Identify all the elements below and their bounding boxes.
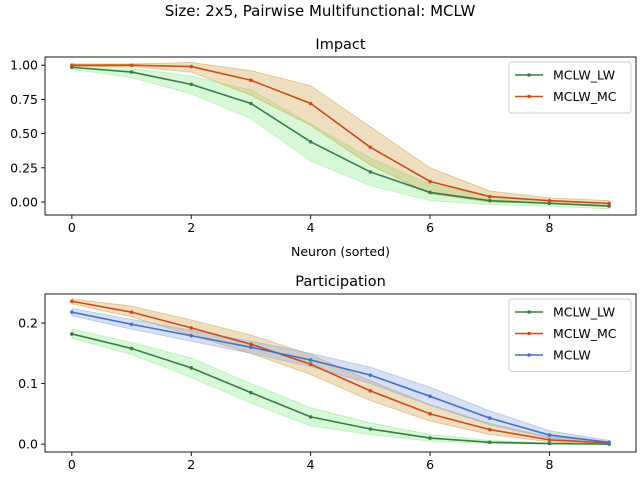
participation-point-mclw-lw	[368, 427, 373, 431]
impact-legend-label-mclw-lw: MCLW_LW	[553, 68, 615, 83]
participation-point-mclw-mc	[189, 326, 194, 330]
impact-y-tick-label: 0.25	[10, 160, 38, 175]
impact-y-tick-label: 1.00	[10, 58, 38, 73]
participation-point-mclw	[487, 416, 492, 420]
participation-point-mclw-lw	[547, 441, 552, 446]
participation-point-mclw-mc	[487, 427, 492, 432]
participation-legend-label-mclw-lw: MCLW_LW	[553, 305, 615, 320]
participation-panel: Participation 0 2 4 6 8 0.0 0.1 0.2 MCLW_LW MCLW_M…	[18, 274, 637, 472]
participation-legend-label-mclw: MCLW	[553, 348, 591, 363]
figure-suptitle: Size: 2x5, Pairwise Multifunctional: MCL…	[165, 2, 476, 20]
impact-point-mclw-lw	[189, 82, 194, 87]
participation-axes-frame	[44, 293, 637, 453]
impact-point-mclw-lw	[308, 140, 313, 144]
impact-point-mclw-mc	[428, 179, 432, 184]
participation-point-mclw	[428, 394, 432, 399]
participation-point-mclw	[249, 345, 253, 350]
participation-point-mclw-lw	[308, 415, 313, 419]
impact-point-mclw-lw	[368, 170, 373, 174]
participation-legend-marker-mclw-mc	[527, 331, 531, 336]
participation-point-mclw-lw	[428, 436, 432, 440]
participation-point-mclw-mc	[308, 362, 313, 367]
participation-legend-box	[508, 298, 632, 372]
participation-x-tick-label: 8	[545, 457, 553, 472]
participation-x-tick-label: 4	[307, 457, 315, 472]
participation-point-mclw-mc	[368, 389, 373, 393]
participation-point-mclw-mc	[70, 299, 74, 304]
impact-x-tick-label: 6	[426, 220, 434, 235]
impact-title: Impact	[315, 37, 365, 53]
participation-point-mclw-mc	[547, 438, 552, 442]
impact-point-mclw-lw	[428, 190, 432, 195]
impact-panel: Impact 0 2 4 6 8 0.00 0.25 0.50 0.75 1.00 Neuron (s…	[10, 37, 637, 259]
participation-line-mclw	[71, 311, 610, 444]
impact-point-mclw-lw	[249, 101, 253, 106]
impact-band-mclw-lw	[71, 64, 610, 210]
participation-line-mclw-lw	[71, 333, 610, 445]
impact-legend: MCLW_LW MCLW_MC	[508, 61, 632, 114]
impact-line-mclw-lw	[71, 66, 610, 207]
impact-point-mclw-mc	[308, 101, 313, 106]
participation-legend-marker-mclw-lw	[527, 310, 531, 314]
participation-point-mclw-mc	[428, 412, 432, 416]
impact-x-axis-label: Neuron (sorted)	[291, 244, 390, 259]
participation-x-tick-label: 2	[187, 457, 195, 472]
impact-x-tick-label: 4	[307, 220, 315, 235]
participation-point-mclw-lw	[249, 390, 253, 395]
impact-legend-label-mclw-mc: MCLW_MC	[553, 89, 617, 104]
participation-point-mclw	[547, 433, 552, 437]
participation-point-mclw-lw	[487, 440, 492, 445]
participation-point-mclw	[189, 333, 194, 338]
impact-point-mclw-mc	[607, 201, 611, 206]
participation-x-tick-label: 0	[68, 457, 76, 472]
participation-point-mclw	[129, 322, 134, 327]
participation-point-mclw-lw	[70, 332, 74, 336]
impact-point-mclw-mc	[487, 194, 492, 199]
impact-x-tick-label: 2	[187, 220, 195, 235]
impact-point-mclw-lw	[547, 201, 552, 206]
impact-point-mclw-mc	[70, 63, 74, 68]
impact-point-mclw-lw	[129, 70, 134, 74]
participation-point-mclw-mc	[129, 310, 134, 314]
participation-y-tick-label: 0.2	[18, 316, 38, 331]
impact-x-tick-label: 0	[68, 220, 76, 235]
impact-x-tick-label: 8	[545, 220, 553, 235]
participation-y-tick-label: 0.0	[18, 437, 38, 452]
impact-point-mclw-mc	[129, 63, 134, 68]
impact-axes-frame	[44, 56, 637, 216]
participation-title: Participation	[295, 274, 386, 290]
participation-point-mclw	[368, 373, 373, 377]
impact-point-mclw-lw	[487, 198, 492, 203]
participation-x-tick-label: 6	[426, 457, 434, 472]
participation-y-tick-label: 0.1	[18, 376, 38, 391]
impact-point-mclw-mc	[368, 145, 373, 150]
impact-y-tick-label: 0.50	[10, 126, 38, 141]
participation-point-mclw-lw	[129, 346, 134, 351]
participation-point-mclw-lw	[189, 366, 194, 370]
participation-point-mclw	[70, 310, 74, 314]
impact-point-mclw-mc	[547, 198, 552, 203]
participation-line-mclw-mc	[71, 300, 610, 444]
participation-point-mclw-mc	[249, 342, 253, 347]
participation-point-mclw	[308, 358, 313, 362]
participation-legend-label-mclw-mc: MCLW_MC	[553, 326, 617, 341]
impact-line-mclw-mc	[71, 64, 610, 205]
participation-legend-marker-mclw	[527, 353, 531, 357]
impact-legend-marker-mclw-lw	[527, 73, 531, 77]
impact-y-tick-label: 0.75	[10, 92, 38, 107]
impact-point-mclw-lw	[607, 204, 611, 208]
participation-point-mclw	[607, 440, 611, 445]
participation-legend: MCLW_LW MCLW_MC MCLW	[508, 298, 632, 372]
impact-y-tick-label: 0.00	[10, 195, 38, 210]
impact-point-mclw-mc	[189, 64, 194, 69]
impact-legend-marker-mclw-mc	[527, 94, 531, 99]
impact-point-mclw-mc	[249, 78, 253, 83]
